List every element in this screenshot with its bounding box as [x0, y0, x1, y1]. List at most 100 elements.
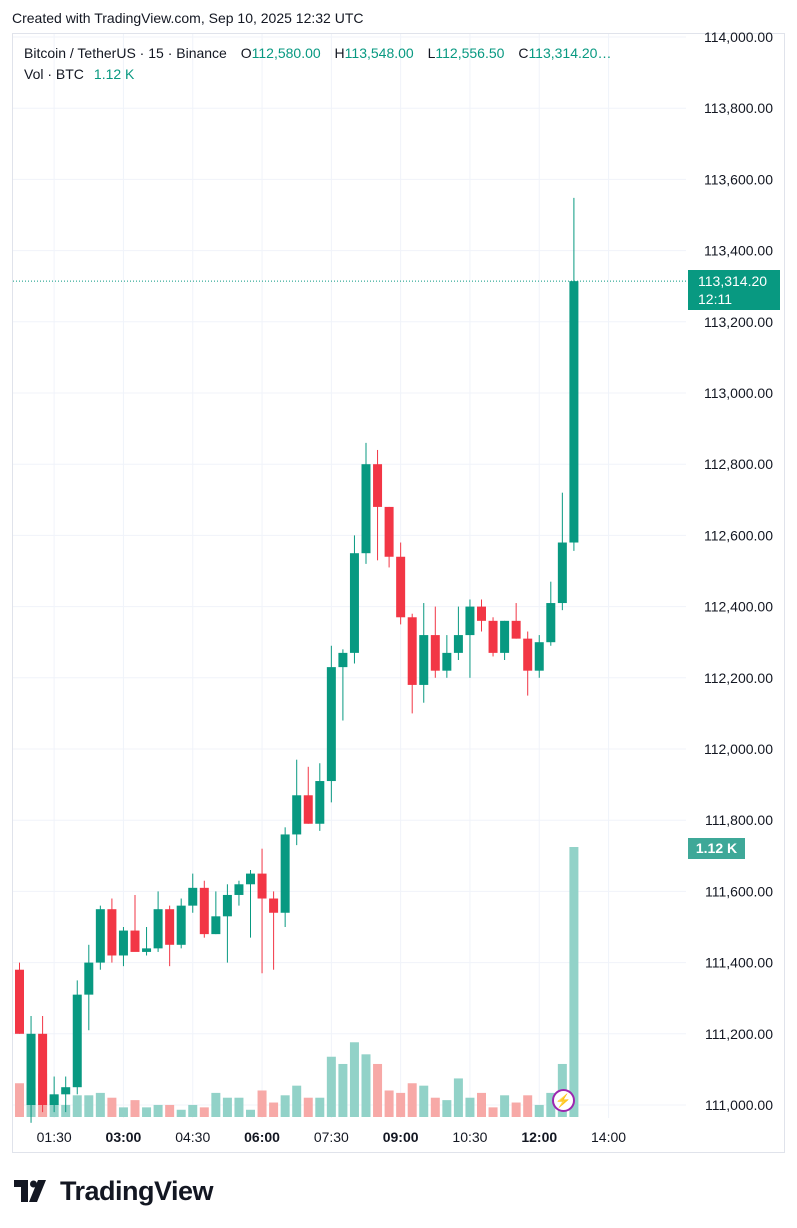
volume-bar: [72, 1095, 82, 1117]
candle-body: [396, 556, 406, 618]
candle-body: [500, 620, 510, 653]
volume-bar: [315, 1097, 325, 1117]
volume-bar: [222, 1097, 232, 1117]
candle-body: [234, 884, 244, 895]
volume-bar: [130, 1100, 140, 1117]
volume-bar: [107, 1097, 117, 1117]
volume-bar: [453, 1078, 463, 1117]
candle-body: [373, 464, 383, 507]
volume-bar: [84, 1095, 94, 1117]
candle-body: [61, 1087, 71, 1095]
candle-body: [269, 898, 279, 913]
candle-body: [419, 635, 429, 685]
volume-bar: [361, 1054, 371, 1117]
candle-body: [453, 635, 463, 653]
volume-bar: [188, 1104, 198, 1117]
candle-body: [165, 909, 175, 945]
volume-bar: [349, 1042, 359, 1117]
candle-body: [488, 620, 498, 653]
volume-bar: [95, 1092, 105, 1117]
created-with-text: Created with TradingView.com, Sep 10, 20…: [12, 10, 364, 26]
volume-bar: [477, 1092, 486, 1117]
chart-frame[interactable]: [12, 33, 785, 1153]
price-tick-label: 112,200.00: [704, 670, 773, 686]
volume-bar: [292, 1085, 302, 1117]
last-volume-badge: 1.12 K: [688, 838, 745, 859]
candle-body: [222, 894, 232, 917]
candle-body: [534, 642, 544, 671]
candle-body: [442, 652, 452, 671]
price-tick-label: 113,200.00: [704, 314, 773, 330]
volume-bar: [257, 1090, 267, 1117]
tradingview-logo-icon: [14, 1180, 46, 1202]
volume-bar: [165, 1104, 175, 1117]
candle-body: [26, 1033, 36, 1105]
price-tick-label: 112,400.00: [704, 599, 773, 615]
candle-body: [280, 834, 290, 913]
volume-bar: [500, 1095, 510, 1117]
time-tick-label: 07:30: [314, 1129, 349, 1145]
volume-bar: [176, 1109, 186, 1117]
high-value: 113,548.00: [344, 45, 414, 61]
volume-bar: [465, 1097, 475, 1117]
brand-name: TradingView: [60, 1175, 214, 1206]
candle-body: [176, 905, 186, 945]
candle-body: [477, 606, 486, 621]
candle-body: [188, 887, 198, 906]
price-axis: 114,000.00 113,800.00 113,600.00 113,400.00…: [704, 29, 773, 1113]
volume-bar: [442, 1100, 452, 1117]
volume-bar: [199, 1107, 209, 1117]
volume-bar: [373, 1063, 383, 1117]
volume-bar: [326, 1056, 336, 1117]
price-tick-label: 111,600.00: [705, 883, 773, 899]
symbol-title: Bitcoin / TetherUS · 15 · Binance: [24, 45, 227, 61]
price-tick-label: 111,400.00: [705, 955, 773, 971]
candle-body: [107, 909, 117, 956]
time-tick-label: 14:00: [591, 1129, 626, 1145]
candle-body: [49, 1094, 59, 1105]
candle-body: [569, 281, 579, 543]
low-label: L: [427, 45, 436, 61]
time-tick-label: 01:30: [37, 1129, 72, 1145]
time-axis: 01:30 03:00 04:30 06:00 07:30 09:00 10:30 12:00…: [37, 1129, 627, 1145]
time-tick-label: 04:30: [175, 1129, 210, 1145]
last-price-value: 113,314.20: [698, 273, 768, 289]
price-tick-label: 111,200.00: [705, 1026, 773, 1042]
volume-label: Vol · BTC: [24, 66, 84, 82]
candle-body: [153, 909, 163, 949]
volume-bar: [430, 1097, 440, 1117]
time-tick-label: 10:30: [452, 1129, 487, 1145]
volume-bar: [523, 1095, 533, 1117]
open-label: O: [240, 45, 252, 61]
tradingview-brand: TradingView: [14, 1174, 214, 1208]
price-tick-label: 111,800.00: [705, 812, 773, 828]
volume-bar: [546, 1092, 556, 1117]
volume-legend: Vol · BTC 1.12 K: [24, 66, 134, 82]
time-tick-label: 12:00: [521, 1129, 557, 1145]
price-tick-label: 112,000.00: [704, 741, 773, 757]
candle-body: [72, 994, 82, 1088]
close-label: C: [518, 45, 529, 61]
volume-bar: [142, 1107, 152, 1117]
last-price-badge: 113,314.20 12:11: [688, 270, 780, 310]
open-value: 112,580.00: [251, 45, 321, 61]
volume-bar: [569, 847, 579, 1117]
volume-bar: [153, 1104, 163, 1117]
lightning-icon[interactable]: ⚡: [552, 1089, 575, 1112]
candle-body: [546, 603, 556, 643]
candle-body: [384, 506, 394, 557]
volume-bar: [234, 1097, 244, 1117]
volume-bar: [407, 1083, 417, 1117]
volume-bar: [269, 1102, 279, 1117]
volume-bar: [534, 1104, 544, 1117]
candle-body: [303, 795, 313, 824]
candle-body: [407, 617, 417, 685]
price-tick-label: 111,000.00: [705, 1097, 773, 1113]
candle-body: [38, 1033, 48, 1105]
volume-bar: [338, 1063, 348, 1117]
volume-bar: [488, 1107, 498, 1117]
candle-body: [361, 464, 371, 554]
volume-value: 1.12 K: [93, 66, 135, 82]
volume-bar: [118, 1107, 128, 1117]
